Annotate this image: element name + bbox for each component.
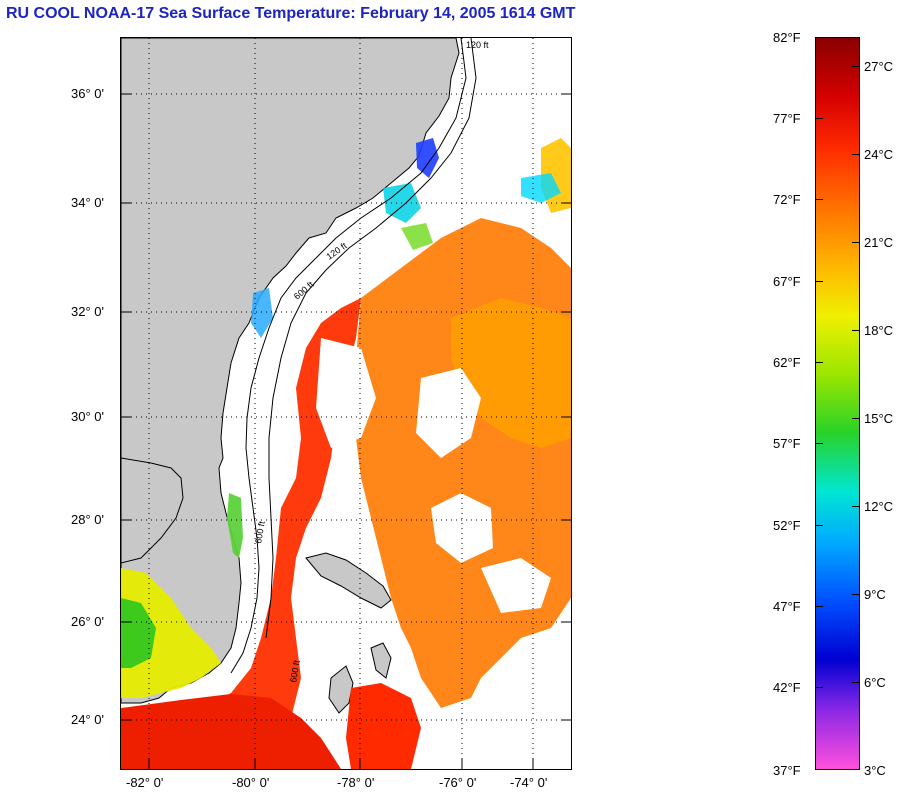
sst-fl-green-strip [227,493,243,558]
contour-label-5: 600 ft [288,659,302,683]
scale-tick [852,154,860,155]
scale-tick [852,66,860,67]
lon-label-76: -76° 0' [439,775,477,790]
scale-c-27: 27°C [864,59,894,74]
sst-map: 120 ft 600 ft 120 ft 600 ft 600 ft [120,37,572,770]
lon-label-78: -78° 0' [337,775,375,790]
scale-c-3: 3°C [864,763,886,778]
scale-f-57: 57°F [773,436,801,451]
contour-120ft [230,38,467,674]
sst-gulf-stream [121,298,361,769]
scale-tick [852,418,860,419]
scale-f-72: 72°F [773,192,801,207]
lat-label-32: 32° 0' [71,304,104,319]
scale-tick [852,330,860,331]
lon-label-80: -80° 0' [232,775,270,790]
sst-cyan-patch [521,173,561,203]
scale-c-6: 6°C [864,675,886,690]
scale-tick [815,281,823,282]
contour-label-4: 600 ft [253,520,267,544]
cloud-gap-2 [416,368,481,458]
sst-gulf-yellow [121,568,221,698]
lon-label-82: -82° 0' [126,775,164,790]
scale-tick [815,362,823,363]
scale-tick [852,594,860,595]
sst-cold-coast-1 [416,138,439,178]
temperature-scale-bar [815,37,860,770]
scale-tick [815,118,823,119]
sst-cold-coast-3 [251,288,273,338]
scale-f-52: 52°F [773,518,801,533]
lat-label-30: 30° 0' [71,409,104,424]
land-florida-west [121,457,184,564]
lon-label-74: -74° 0' [510,775,548,790]
scale-tick [815,525,823,526]
land-bahamas-3 [370,642,392,679]
scale-f-47: 47°F [773,599,801,614]
sst-map-canvas: 120 ft 600 ft 120 ft 600 ft 600 ft [121,38,571,769]
contour-label-1: 120 ft [466,40,489,50]
contour-600ft [265,38,477,639]
sst-strait-red-2 [346,683,421,769]
lat-label-26: 26° 0' [71,614,104,629]
scale-f-62: 62°F [773,355,801,370]
land-bahamas-1 [305,552,392,609]
sst-orange-yellow [451,298,571,448]
lat-label-28: 28° 0' [71,512,104,527]
cloud-gap-1 [316,338,376,448]
sst-strait-red [121,694,341,769]
sst-gulf-green [121,598,156,668]
scale-tick [852,682,860,683]
scale-c-9: 9°C [864,587,886,602]
graticule [121,38,571,769]
scale-c-21: 21°C [864,235,894,250]
scale-tick [815,443,823,444]
lat-label-36: 36° 0' [71,86,104,101]
scale-c-12: 12°C [864,499,894,514]
lat-label-34: 34° 0' [71,195,104,210]
scale-f-37: 37°F [773,763,801,778]
scale-f-42: 42°F [773,680,801,695]
scale-tick [815,687,823,688]
scale-f-77: 77°F [773,111,801,126]
sst-green-patch [401,223,433,250]
scale-f-82: 82°F [773,30,801,45]
scale-c-18: 18°C [864,323,894,338]
lat-label-24: 24° 0' [71,712,104,727]
map-title: RU COOL NOAA-17 Sea Surface Temperature:… [6,5,576,22]
tick-marks [121,93,571,769]
scale-tick [852,506,860,507]
scale-tick [815,606,823,607]
scale-c-15: 15°C [864,411,894,426]
scale-tick [852,242,860,243]
land-bahamas-2 [328,665,354,714]
scale-f-67: 67°F [773,274,801,289]
scale-tick [815,199,823,200]
cloud-gap-4 [481,558,551,613]
scale-c-24: 24°C [864,147,894,162]
